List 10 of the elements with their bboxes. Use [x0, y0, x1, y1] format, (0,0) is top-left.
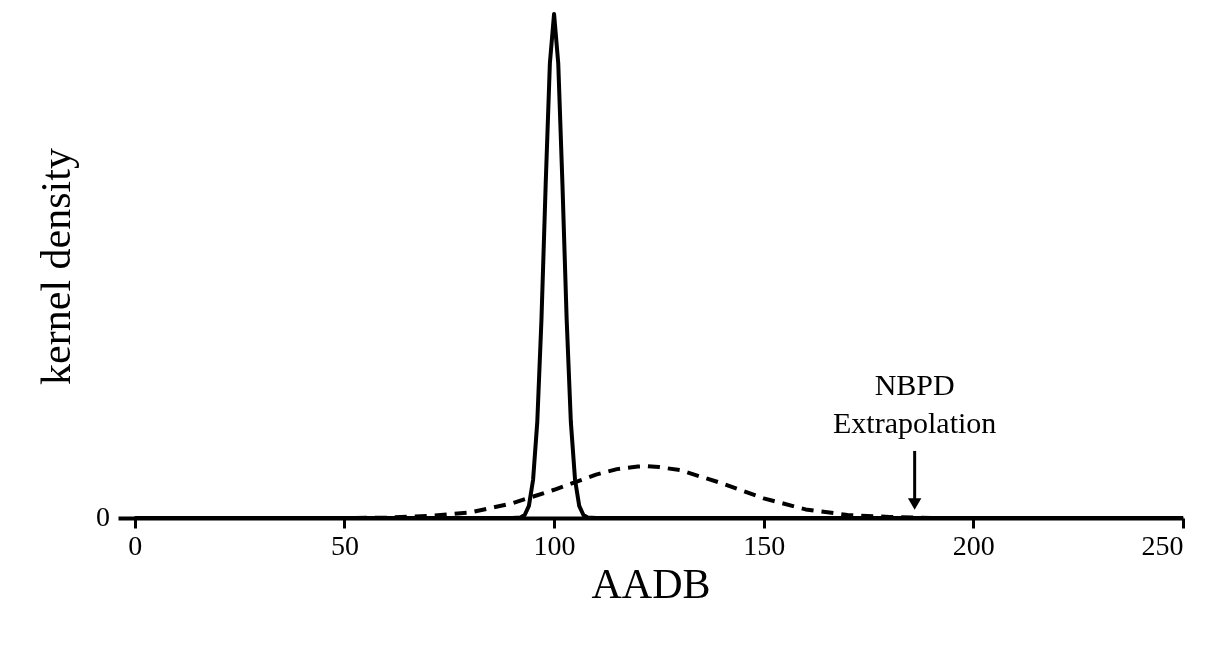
- x-tick-label: 0: [128, 529, 143, 561]
- x-tick-label: 200: [952, 529, 995, 561]
- x-axis-title: AADB: [591, 560, 711, 607]
- y-axis-title: kernel density: [32, 148, 79, 385]
- text: 0: [96, 501, 110, 532]
- annotation: NBPD Extrapolation: [833, 367, 997, 439]
- x-tick-label: 50: [330, 529, 359, 561]
- x-tick-label: 150: [743, 529, 786, 561]
- x-tick-label: 100: [533, 529, 576, 561]
- x-tick-label: 250: [1141, 529, 1184, 561]
